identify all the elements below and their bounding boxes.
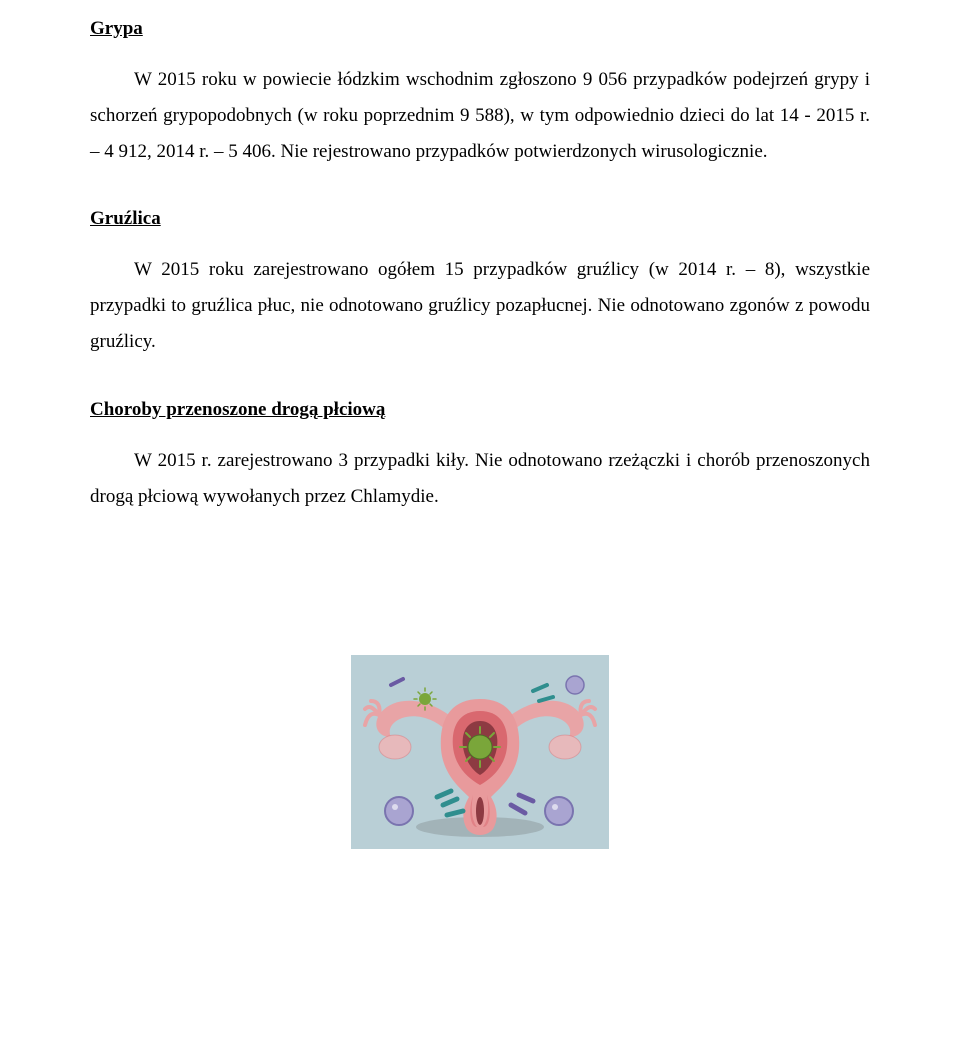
document-page: Grypa W 2015 roku w powiecie łódzkim wsc…	[0, 0, 960, 894]
heading-grypa: Grypa	[90, 18, 870, 40]
heading-gruzlica: Gruźlica	[90, 208, 870, 230]
medical-illustration	[351, 655, 609, 849]
paragraph-choroby: W 2015 r. zarejestrowano 3 przypadki kił…	[90, 443, 870, 515]
paragraph-gruzlica: W 2015 roku zarejestrowano ogółem 15 prz…	[90, 252, 870, 360]
heading-choroby: Choroby przenoszone drogą płciową	[90, 399, 870, 421]
illustration-container	[90, 655, 870, 854]
anatomy-svg	[351, 655, 609, 849]
paragraph-grypa: W 2015 roku w powiecie łódzkim wschodnim…	[90, 62, 870, 170]
